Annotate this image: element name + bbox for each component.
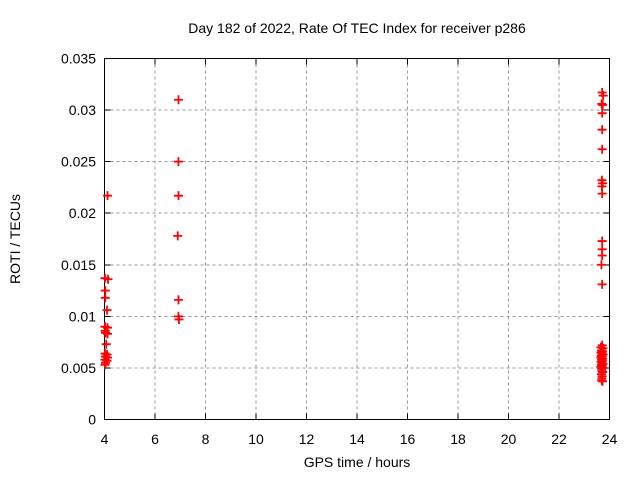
x-tick-label: 24 — [602, 431, 618, 447]
y-axis-label: ROTI / TECUs — [7, 194, 23, 284]
data-point — [101, 328, 111, 338]
data-point — [598, 91, 608, 101]
data-point — [102, 356, 112, 366]
data-point — [597, 99, 607, 109]
data-point — [597, 279, 607, 289]
data-point — [101, 339, 111, 349]
x-axis-label: GPS time / hours — [304, 454, 411, 470]
data-point — [100, 360, 110, 370]
data-points — [100, 88, 608, 386]
data-point — [597, 189, 607, 199]
x-tick-label: 12 — [299, 431, 315, 447]
y-tick-label: 0.01 — [69, 308, 96, 324]
y-tick-labels: 0 0.005 0.01 0.015 0.02 0.025 0.03 0.035 — [61, 51, 96, 428]
y-tick-label: 0.015 — [61, 257, 96, 273]
x-tick-label: 6 — [151, 431, 159, 447]
data-point — [597, 251, 607, 261]
data-point — [103, 191, 113, 201]
data-point — [597, 144, 607, 154]
y-tick-label: 0.025 — [61, 154, 96, 170]
grid-lines — [104, 58, 610, 420]
data-point — [174, 314, 184, 324]
data-point — [598, 100, 608, 110]
x-tick-label: 8 — [202, 431, 210, 447]
data-point — [102, 305, 112, 315]
data-point — [100, 293, 110, 303]
x-tick-label: 20 — [501, 431, 517, 447]
y-tick-label: 0.005 — [61, 360, 96, 376]
x-tick-labels: 4 6 8 10 12 14 16 18 20 22 24 — [101, 431, 618, 447]
x-tick-label: 10 — [248, 431, 264, 447]
y-tick-label: 0.02 — [69, 205, 96, 221]
data-point — [596, 260, 606, 270]
data-point — [173, 191, 183, 201]
axis-ticks — [104, 58, 610, 420]
x-tick-label: 4 — [101, 431, 109, 447]
x-tick-label: 22 — [551, 431, 567, 447]
data-point — [103, 329, 113, 339]
data-point — [103, 274, 113, 284]
data-point — [173, 231, 183, 241]
x-tick-label: 18 — [450, 431, 466, 447]
y-tick-label: 0 — [88, 412, 96, 428]
data-point — [597, 125, 607, 135]
y-tick-label: 0.035 — [61, 51, 96, 67]
y-tick-label: 0.03 — [69, 102, 96, 118]
data-point — [597, 108, 607, 118]
data-point — [173, 295, 183, 305]
data-point — [173, 95, 183, 105]
data-point — [597, 376, 607, 386]
x-tick-label: 16 — [400, 431, 416, 447]
x-tick-label: 14 — [349, 431, 365, 447]
chart-title: Day 182 of 2022, Rate Of TEC Index for r… — [188, 20, 526, 36]
data-point — [597, 236, 607, 246]
data-point — [173, 157, 183, 167]
